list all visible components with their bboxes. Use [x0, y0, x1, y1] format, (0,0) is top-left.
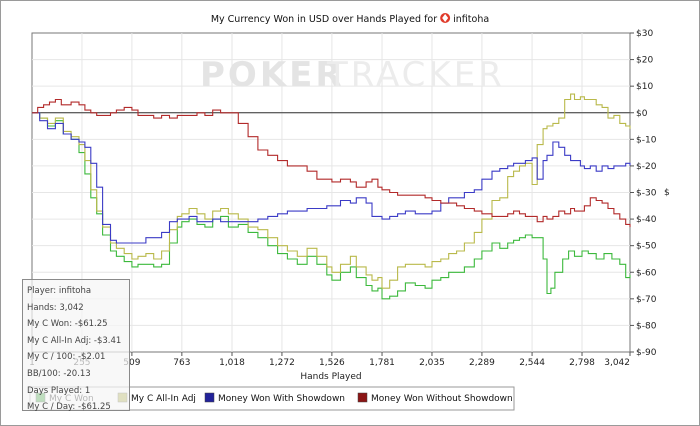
watermark-right: TRACKER — [326, 55, 505, 95]
x-tick-label: 1,018 — [219, 358, 245, 368]
x-tick-label: 763 — [173, 358, 190, 368]
stat-won: My C Won: -$61.25 — [27, 319, 108, 330]
x-tick-label: 1,526 — [319, 358, 345, 368]
x-tick-label: 509 — [123, 358, 140, 368]
stat-hands: Hands: 3,042 — [27, 302, 84, 313]
y-tick-label: $-50 — [636, 242, 657, 252]
x-axis-label: Hands Played — [300, 372, 361, 382]
stat-player: Player: infitoha — [27, 286, 92, 296]
y-tick-label: $20 — [636, 56, 653, 66]
y-axis-ticks: $30 $20 $10 $0 $-10 $-20 $-30 $-40 $-50 $-60 $-70 $… — [630, 29, 657, 358]
legend-swatch-3 — [357, 392, 368, 403]
y-tick-label: $-60 — [636, 268, 657, 278]
chart-title-player: infitoha — [453, 14, 489, 25]
series-line-2 — [32, 112, 631, 244]
legend-label-3: Money Won Without Showdown — [371, 394, 513, 404]
y-tick-label: $-30 — [636, 189, 657, 199]
y-axis-label: $ — [664, 188, 670, 198]
pokertracker-player-icon — [440, 13, 451, 23]
y-tick-label: $-70 — [636, 295, 657, 305]
x-tick-label: 1,781 — [369, 358, 395, 368]
stat-per-100: My C / 100: -$2.01 — [27, 352, 106, 363]
stat-bb-100: BB/100: -20.13 — [27, 368, 91, 379]
y-tick-label: $0 — [636, 109, 648, 119]
x-tick-label: 2,544 — [519, 358, 545, 368]
series-line-3 — [32, 98, 631, 228]
watermark-left: POKER — [200, 55, 345, 95]
x-tick-label: 2,798 — [569, 358, 595, 368]
chart-title: My Currency Won in USD over Hands Played… — [211, 14, 437, 25]
stat-per-day: My C / Day: -$61.25 — [27, 402, 111, 413]
y-tick-label: $30 — [636, 29, 653, 39]
series-layer — [32, 93, 631, 300]
stats-overlay: Player: infitoha Hands: 3,042 My C Won: … — [22, 279, 130, 412]
y-tick-label: $-20 — [636, 162, 657, 172]
legend-label-2: Money Won With Showdown — [218, 394, 345, 404]
x-tick-label: 1,272 — [269, 358, 295, 368]
series-line-1 — [32, 93, 631, 289]
y-tick-label: $-90 — [636, 348, 657, 358]
stat-allin-adj: My C All-In Adj: -$3.41 — [27, 335, 122, 346]
series-line-0 — [32, 112, 631, 300]
y-tick-label: $-40 — [636, 215, 657, 225]
player-icon-diamond — [442, 14, 449, 22]
chart-title-prefix: My Currency Won in USD over Hands Played… — [211, 14, 437, 25]
stat-days-played: Days Played: 1 — [27, 385, 91, 396]
pokertracker-watermark: POKER TRACKER — [200, 55, 505, 95]
y-tick-label: $10 — [636, 82, 653, 92]
x-tick-label: 2,289 — [469, 358, 495, 368]
x-tick-label: 3,042 — [604, 358, 630, 368]
legend-label-1: My C All-In Adj — [131, 394, 196, 404]
legend-swatch-2 — [204, 392, 215, 403]
x-tick-label: 2,035 — [419, 358, 445, 368]
y-tick-label: $-80 — [636, 321, 657, 331]
y-tick-label: $-10 — [636, 135, 657, 145]
